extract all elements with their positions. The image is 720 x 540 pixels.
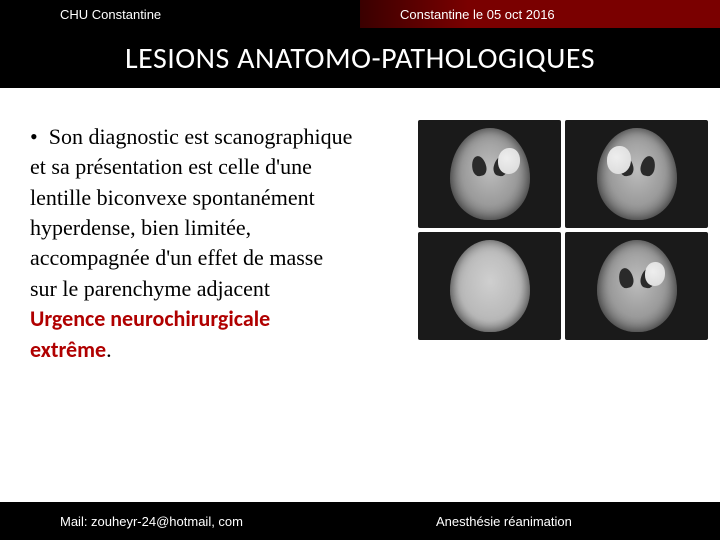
- title-bar: LESIONS ANATOMO-PATHOLOGIQUES: [0, 28, 720, 88]
- body-line-3: lentille biconvexe spontanément: [30, 183, 440, 213]
- ct-scan-3: [418, 232, 561, 340]
- urgent-line-2: extrême.: [30, 335, 440, 365]
- urgent-word: extrême: [30, 336, 106, 363]
- body-line-5: accompagnée d'un effet de masse: [30, 243, 440, 273]
- header-left: CHU Constantine: [0, 7, 360, 22]
- ct-scan-1: [418, 120, 561, 228]
- header-bar: CHU Constantine Constantine le 05 oct 20…: [0, 0, 720, 28]
- ct-scan-4: [565, 232, 708, 340]
- slide-title: LESIONS ANATOMO-PATHOLOGIQUES: [125, 40, 595, 77]
- body-text: Son diagnostic est scanographique et sa …: [30, 122, 440, 365]
- footer-left: Mail: zouheyr-24@hotmail, com: [0, 514, 396, 529]
- body-line-4: hyperdense, bien limitée,: [30, 213, 440, 243]
- header-right: Constantine le 05 oct 2016: [360, 0, 720, 28]
- body-line-1-text: Son diagnostic est scanographique: [49, 124, 353, 149]
- urgent-line-1: Urgence neurochirurgicale: [30, 304, 440, 334]
- body-line-2: et sa présentation est celle d'une: [30, 152, 440, 182]
- body-line-1: Son diagnostic est scanographique: [30, 122, 440, 152]
- footer-right: Anesthésie réanimation: [396, 514, 720, 529]
- footer-bar: Mail: zouheyr-24@hotmail, com Anesthésie…: [0, 502, 720, 540]
- urgent-period: .: [106, 337, 112, 362]
- ct-scan-grid: [418, 120, 708, 340]
- ct-scan-2: [565, 120, 708, 228]
- content-area: Son diagnostic est scanographique et sa …: [0, 88, 720, 502]
- body-line-6: sur le parenchyme adjacent: [30, 274, 440, 304]
